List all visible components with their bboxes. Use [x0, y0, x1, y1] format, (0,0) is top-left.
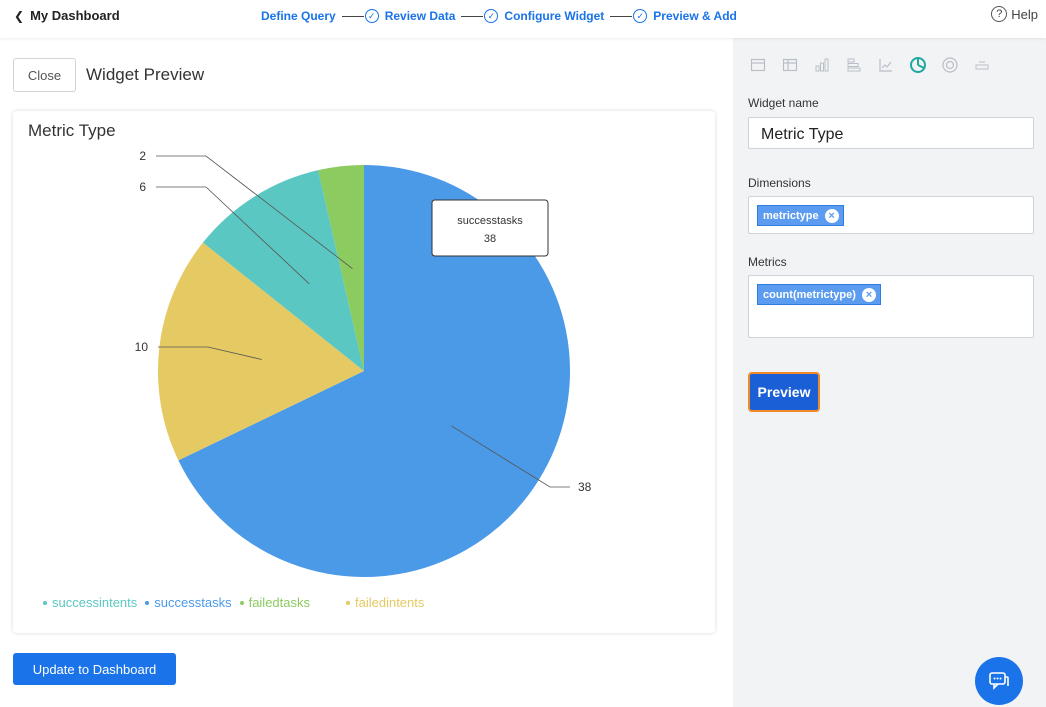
help-link[interactable]: ? Help — [991, 6, 1038, 22]
leader-line — [156, 155, 353, 269]
metric-chip-label: count(metrictype) — [763, 288, 856, 301]
wizard-steps: Define Query ✓ Review Data ✓ Configure W… — [261, 9, 737, 23]
line-chart-icon[interactable] — [877, 56, 895, 74]
question-circle-icon: ? — [991, 6, 1008, 22]
chart-title: Metric Type — [28, 121, 116, 140]
top-bar: ❮ My Dashboard Define Query ✓ Review Dat… — [0, 0, 1046, 38]
back-to-dashboard-link[interactable]: ❮ My Dashboard — [14, 8, 120, 23]
back-label: My Dashboard — [30, 8, 120, 23]
legend-item-successtasks[interactable]: successtasks — [145, 595, 232, 610]
close-button[interactable]: Close — [13, 58, 76, 92]
dimensions-field[interactable]: metrictype × — [748, 196, 1034, 234]
check-icon: ✓ — [633, 9, 648, 23]
pie-chart-icon[interactable] — [909, 56, 927, 74]
legend-label: successtasks — [154, 595, 232, 610]
chat-support-button[interactable] — [975, 657, 1023, 705]
remove-chip-icon[interactable]: × — [861, 287, 876, 302]
legend-dot-icon — [145, 600, 150, 605]
legend-label: successintents — [52, 595, 138, 610]
donut-icon[interactable] — [941, 56, 959, 74]
chart-type-selector — [749, 56, 991, 74]
tooltip-name: successtasks — [457, 215, 523, 227]
step-review-data[interactable]: Review Data — [384, 9, 456, 23]
help-label: Help — [1011, 6, 1038, 22]
preview-button[interactable]: Preview — [748, 372, 820, 412]
dimension-chip: metrictype × — [757, 205, 844, 226]
step-configure-widget[interactable]: Configure Widget — [504, 9, 605, 23]
leader-line — [158, 346, 262, 360]
pie-slice-successintents[interactable] — [202, 170, 364, 371]
legend-item-successintents[interactable]: successintents — [43, 595, 137, 610]
widget-config-panel: Widget name Metric Type Dimensions metri… — [733, 38, 1046, 707]
page-title: Widget Preview — [86, 65, 205, 84]
data-label: 2 — [139, 149, 146, 163]
chart-card: Metric Type 38 10 6 2 successtasks 38 success… — [13, 111, 715, 633]
widget-name-input[interactable]: Metric Type — [748, 117, 1034, 149]
metric-icon[interactable] — [973, 56, 991, 74]
bar-chart-icon[interactable] — [813, 56, 831, 74]
chevron-left-icon: ❮ — [14, 8, 25, 23]
step-preview-add[interactable]: Preview & Add — [653, 9, 737, 23]
pie-chart: 38 10 6 2 successtasks 38 — [135, 149, 592, 577]
legend-label: failedtasks — [248, 595, 310, 610]
legend-dot-icon — [43, 600, 47, 605]
horizontal-bar-icon[interactable] — [845, 56, 863, 74]
step-separator: ✓ — [461, 9, 499, 23]
table-icon[interactable] — [749, 56, 767, 74]
remove-chip-icon[interactable]: × — [824, 208, 839, 223]
step-define-query[interactable]: Define Query — [261, 9, 336, 23]
metrics-label: Metrics — [748, 255, 787, 269]
legend-dot-icon — [239, 600, 244, 605]
data-label: 38 — [578, 480, 592, 494]
check-icon: ✓ — [484, 9, 499, 23]
pie-slice-failedtasks[interactable] — [318, 165, 364, 371]
dimension-chip-label: metrictype — [763, 209, 819, 222]
legend-label: failedintents — [355, 595, 425, 610]
pie-slice-successtasks[interactable] — [178, 165, 571, 577]
step-separator: ✓ — [341, 9, 379, 23]
step-separator: ✓ — [610, 9, 648, 23]
pie-slice-failedintents[interactable] — [157, 242, 364, 461]
leader-line — [156, 186, 310, 285]
data-label: 6 — [139, 180, 146, 194]
chart-legend: successintents successtasks failedtasks fai… — [43, 595, 432, 610]
metrics-field[interactable]: count(metrictype) × — [748, 275, 1034, 338]
leader-line — [451, 425, 570, 488]
dimensions-label: Dimensions — [748, 176, 811, 190]
check-icon: ✓ — [364, 9, 379, 23]
metric-chip: count(metrictype) × — [757, 284, 881, 305]
data-label: 10 — [135, 340, 149, 354]
chart-tooltip: successtasks 38 — [431, 199, 549, 257]
chat-icon — [989, 672, 1009, 690]
legend-item-failedintents[interactable]: failedintents — [346, 595, 424, 610]
widget-name-label: Widget name — [748, 96, 819, 110]
tooltip-value: 38 — [484, 233, 496, 245]
legend-dot-icon — [346, 600, 350, 605]
pivot-icon[interactable] — [781, 56, 799, 74]
update-to-dashboard-button[interactable]: Update to Dashboard — [13, 653, 176, 685]
legend-item-failedtasks[interactable]: failedtasks — [239, 595, 310, 610]
